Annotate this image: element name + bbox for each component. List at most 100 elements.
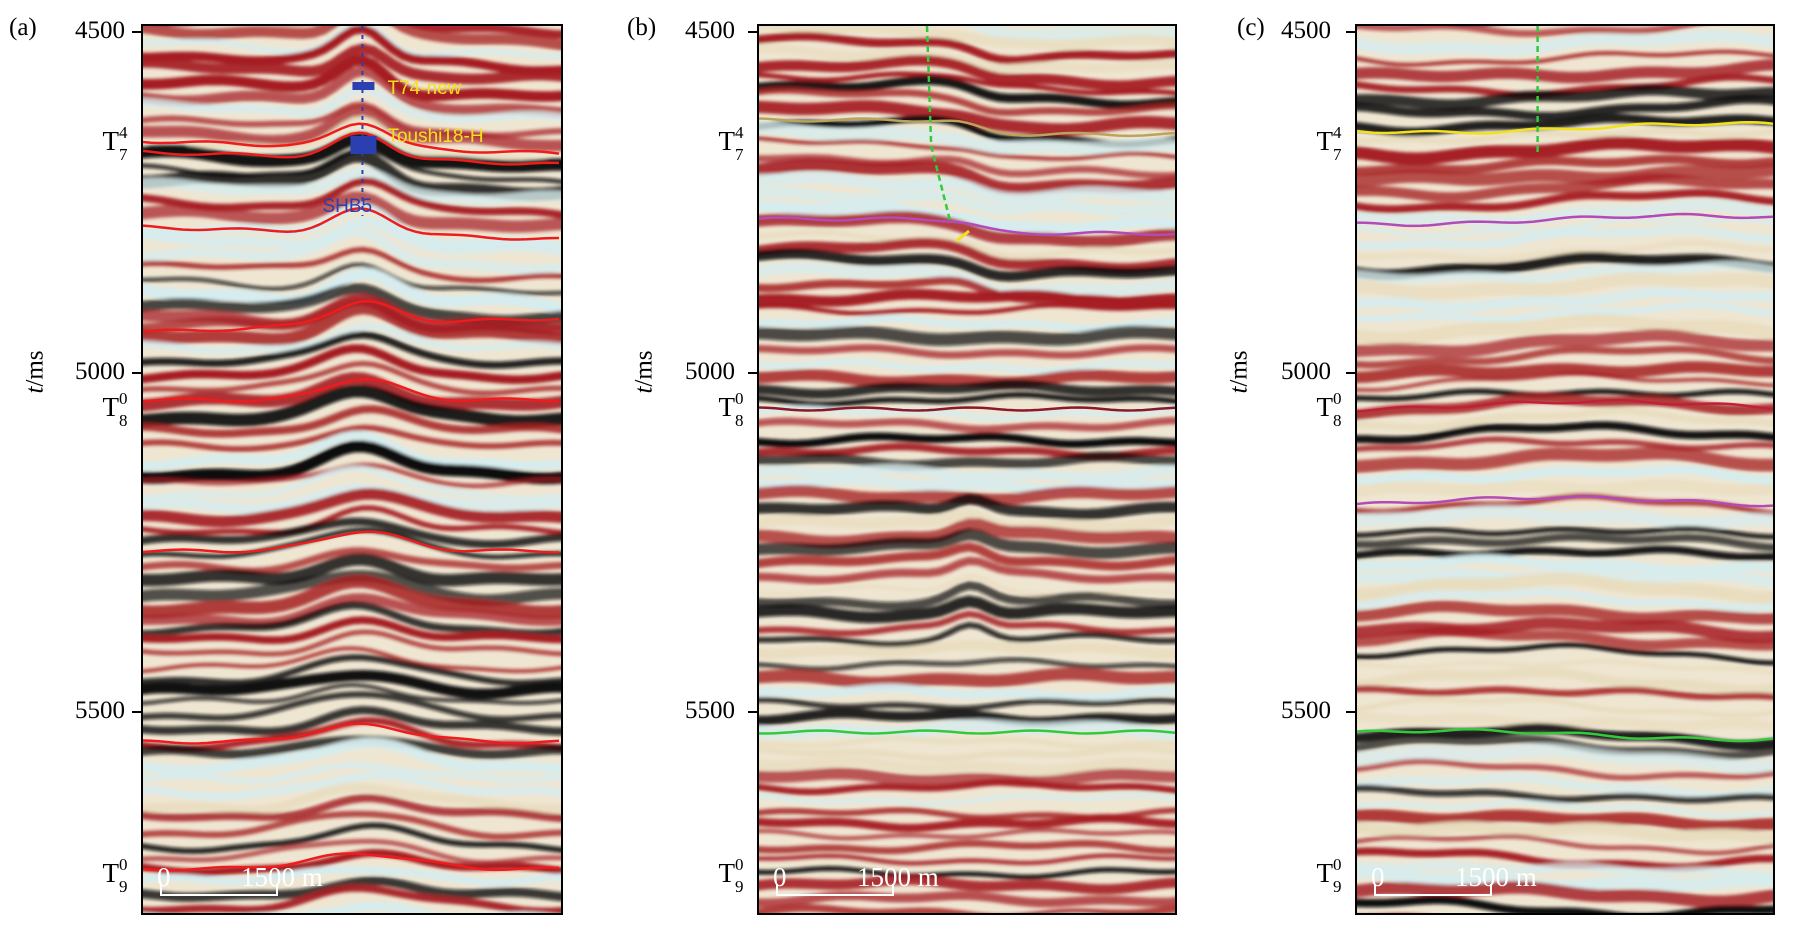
- seismic-reflection-band: [759, 451, 1175, 471]
- panel-label: (b): [627, 14, 657, 41]
- seismic-reflection-band: [759, 314, 1175, 332]
- seismic-reflection-band: [143, 262, 561, 296]
- seismic-reflection-band: [1357, 446, 1773, 473]
- seismic-reflection-band: [169, 26, 561, 39]
- reflection-group: [759, 26, 1175, 913]
- seismic-reflection-band: [143, 575, 561, 619]
- well-path: [925, 26, 952, 222]
- seismic-reflection-band: [759, 344, 1175, 359]
- seismic-reflection-band: [143, 705, 561, 736]
- horizon-subscript: 8: [1333, 411, 1342, 430]
- seismic-reflection-band: [759, 325, 1175, 347]
- seismic-reflection-band: [143, 717, 561, 752]
- y-axis-label: t/ms: [22, 350, 50, 393]
- seismic-reflection-band: [759, 121, 1175, 155]
- seismic-reflection-band: [759, 474, 1175, 495]
- seismic-reflection-band: [143, 26, 561, 59]
- y-tick-mark: [748, 711, 757, 713]
- scale-bar-end: 1500 m: [1455, 862, 1537, 892]
- seismic-reflection-band: [759, 493, 1175, 521]
- y-tick-label: 4500: [685, 17, 735, 44]
- seismic-reflection-band: [143, 26, 561, 76]
- seismic-reflection-band: [759, 696, 1175, 712]
- seismic-reflection-band: [759, 580, 1175, 611]
- seismic-reflection-band: [759, 556, 1175, 585]
- seismic-reflection-band: [143, 405, 561, 438]
- seismic-reflection-band: [143, 267, 561, 313]
- seismic-reflection-band: [143, 629, 561, 657]
- horizon-line: [143, 377, 560, 403]
- seismic-reflection-band: [759, 302, 1175, 316]
- seismic-reflection-band: [1357, 734, 1773, 760]
- seismic-reflection-band: [1357, 421, 1773, 445]
- y-axis-label-italic: t: [1225, 386, 1253, 394]
- seismic-reflection-band: [1357, 526, 1773, 540]
- seismic-reflection-band: [759, 54, 1175, 91]
- seismic-image: [143, 26, 561, 913]
- horizon-line: [759, 729, 1175, 735]
- scale-bar: [776, 884, 894, 896]
- y-tick-label: 4500: [1281, 17, 1331, 44]
- seismic-reflection-band: [1357, 345, 1773, 369]
- panel-label: (a): [9, 14, 37, 41]
- seismic-reflection-band: [1357, 188, 1773, 214]
- well-annotation: T74-new: [387, 78, 462, 99]
- seismic-reflection-band: [143, 483, 561, 515]
- seismic-reflection-band: [1357, 712, 1773, 732]
- seismic-reflection-band: [1357, 465, 1773, 485]
- seismic-reflection-band: [759, 391, 1175, 408]
- seismic-reflection-band: [143, 104, 561, 152]
- seismic-reflection-band: [1357, 26, 1700, 38]
- seismic-reflection-band: [759, 683, 1175, 703]
- seismic-reflection-band: [143, 691, 561, 723]
- seismic-reflection-band: [143, 431, 561, 471]
- seismic-reflection-band: [759, 573, 1175, 599]
- seismic-reflection-band: [759, 75, 1175, 110]
- seismic-image: [759, 26, 1175, 913]
- y-tick-mark: [1346, 31, 1355, 33]
- y-tick-mark: [748, 31, 757, 33]
- seismic-reflection-band: [759, 100, 1175, 136]
- seismic-reflection-band: [1357, 860, 1773, 881]
- seismic-reflection-band: [1357, 136, 1773, 166]
- panel-label: (c): [1237, 14, 1265, 41]
- seismic-reflection-band: [1357, 388, 1773, 402]
- y-tick-label: 5000: [685, 358, 735, 385]
- seismic-reflection-band: [1357, 164, 1773, 188]
- seismic-reflection-band: [759, 432, 1175, 449]
- seismic-reflection-band: [143, 84, 561, 124]
- seismic-reflection-band: [1357, 834, 1773, 856]
- seismic-reflection-band: [759, 153, 1175, 180]
- y-axis-label: t/ms: [1226, 350, 1254, 393]
- y-axis-label-unit: /ms: [630, 350, 658, 387]
- seismic-reflection-band: [759, 853, 1175, 866]
- seismic-reflection-band: [1357, 84, 1773, 111]
- seismic-reflection-band: [143, 527, 561, 560]
- horizon-subscript: 7: [119, 145, 128, 164]
- seismic-reflection-band: [1357, 287, 1773, 313]
- y-tick-label: 5500: [685, 697, 735, 724]
- seismic-reflection-band: [143, 770, 561, 801]
- horizon-line: [1357, 120, 1773, 135]
- seismic-reflection-band: [143, 115, 561, 165]
- seismic-reflection-band: [143, 782, 561, 815]
- well-annotation: SHB5: [322, 196, 373, 217]
- seismic-reflection-band: [759, 610, 1175, 637]
- seismic-reflection-band: [759, 288, 1175, 308]
- seismic-reflection-band: [143, 810, 561, 840]
- seismic-reflection-band: [759, 31, 1175, 65]
- seismic-reflection-band: [1357, 696, 1773, 719]
- well-marker: [350, 136, 377, 154]
- seismic-reflection-band: [1357, 758, 1773, 781]
- seismic-reflection-band: [143, 822, 561, 855]
- seismic-reflection-band: [1357, 600, 1773, 625]
- y-tick-label: 5500: [75, 697, 125, 724]
- seismic-reflection-band: [759, 248, 1175, 282]
- seismic-reflection-band: [1357, 554, 1773, 575]
- horizon-superscript: 0: [119, 389, 128, 408]
- horizon-base: T: [102, 126, 120, 156]
